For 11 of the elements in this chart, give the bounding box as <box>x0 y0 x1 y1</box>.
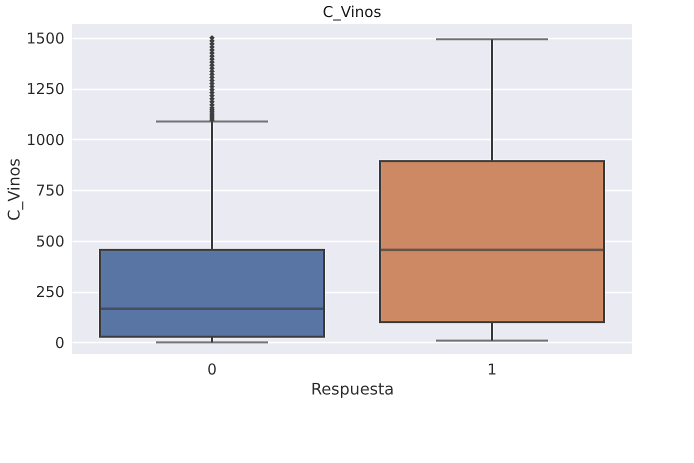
y-tick-label: 500 <box>36 232 64 250</box>
y-tick-label: 1000 <box>26 130 64 149</box>
y-tick-label: 0 <box>54 334 64 352</box>
y-tick-label: 250 <box>36 283 64 302</box>
y-axis-title: C_Vinos <box>4 158 24 221</box>
x-tick-label: 1 <box>487 360 497 378</box>
y-tick-label: 1500 <box>26 29 64 48</box>
x-axis-title: Respuesta <box>310 380 394 398</box>
y-tick-label: 1250 <box>26 80 64 98</box>
y-tick-label: 750 <box>36 182 64 200</box>
chart-title: C_Vinos <box>322 3 382 21</box>
